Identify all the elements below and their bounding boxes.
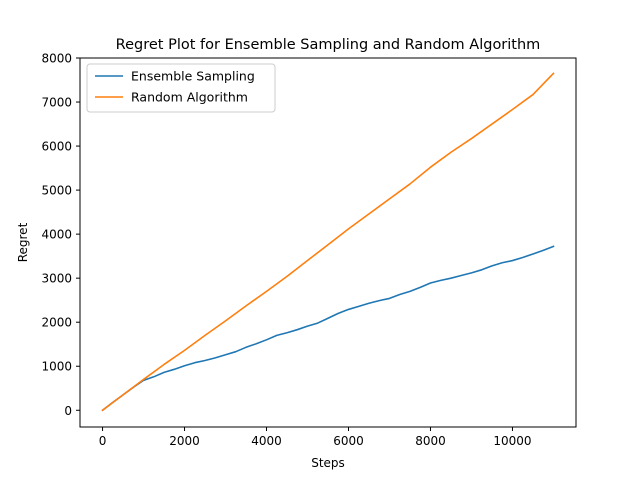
y-tick-label: 7000 [41,96,72,110]
legend-label-random-algorithm: Random Algorithm [131,90,248,105]
series-line-random-algorithm [101,72,555,412]
y-tick-label: 2000 [41,316,72,330]
x-tick-label: 6000 [333,434,364,448]
legend-label-ensemble-sampling: Ensemble Sampling [131,69,255,84]
axes-frame [79,57,577,428]
series-line-ensemble-sampling [101,245,555,412]
x-axis-ticks: 0 2000 4000 6000 8000 10000 [99,427,532,448]
chart-title: Regret Plot for Ensemble Sampling and Ra… [116,37,541,53]
y-tick-label: 5000 [41,184,72,198]
y-tick-label: 6000 [41,140,72,154]
y-tick-label: 1000 [41,360,72,374]
x-tick-label: 4000 [251,434,282,448]
x-axis-label: Steps [311,456,345,470]
x-tick-label: 8000 [415,434,446,448]
legend-box [86,63,276,113]
y-tick-label: 4000 [41,228,72,242]
y-axis-ticks: 0 1000 2000 3000 4000 5000 6000 7000 8000 [41,52,80,418]
x-tick-label: 2000 [169,434,200,448]
legend: Ensemble Sampling Random Algorithm [86,63,276,113]
x-tick-label: 10000 [493,434,531,448]
series-lines [101,72,555,412]
y-tick-label: 0 [64,404,72,418]
y-axis-label: Regret [16,222,30,262]
y-tick-label: 3000 [41,272,72,286]
x-tick-label: 0 [99,434,107,448]
y-tick-label: 8000 [41,52,72,66]
